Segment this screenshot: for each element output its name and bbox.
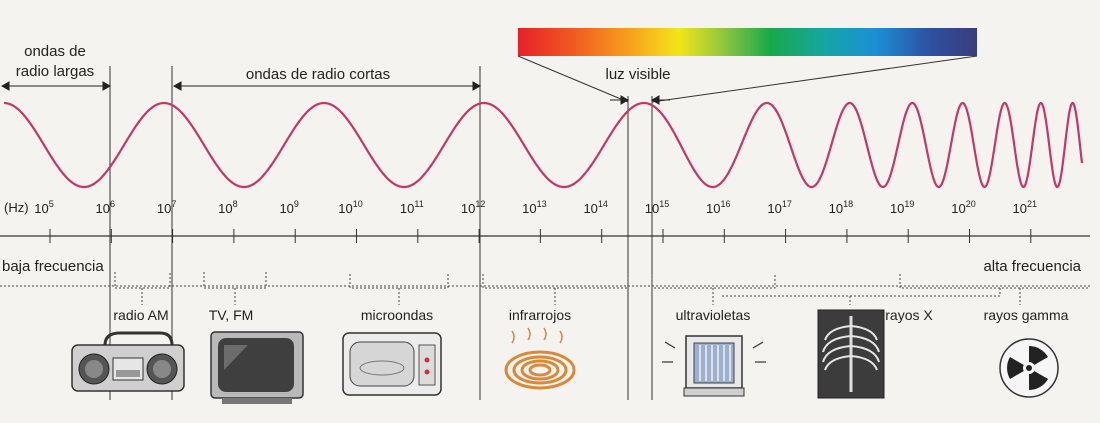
axis-tick-label: 1010 bbox=[338, 199, 362, 216]
region-separators bbox=[109, 66, 653, 400]
long-radio-label-line1: ondas de bbox=[24, 43, 86, 60]
axis-tick-label: 1021 bbox=[1013, 199, 1037, 216]
band-label-infrared: infrarrojos bbox=[509, 307, 571, 323]
axis-tick-label: 1017 bbox=[767, 199, 791, 216]
axis-tick-label: 1015 bbox=[645, 199, 669, 216]
low-frequency-label: baja frecuencia bbox=[2, 258, 104, 275]
radio-cassette-icon bbox=[71, 331, 185, 392]
axis-tick-label: 108 bbox=[218, 199, 237, 216]
band-label-xray: rayos X bbox=[885, 307, 933, 323]
axis-tick-label: 105 bbox=[34, 199, 53, 216]
visible-spectrum-bar bbox=[518, 28, 977, 56]
axis-tick-label: 109 bbox=[279, 199, 298, 216]
axis-tick-label: 1016 bbox=[706, 199, 730, 216]
axis-tick-label: 1013 bbox=[522, 199, 546, 216]
axis-tick-label: 1012 bbox=[461, 199, 485, 216]
uv-lamp-icon bbox=[662, 335, 766, 397]
heating-coil-icon bbox=[504, 327, 576, 390]
spectrum-zoom-line-left bbox=[517, 55, 629, 103]
microwave-oven-icon bbox=[342, 332, 442, 396]
band-label-radio-am: radio AM bbox=[113, 307, 168, 323]
xray-chest-icon bbox=[817, 309, 885, 399]
television-icon bbox=[210, 331, 304, 404]
band-label-tv-fm: TV, FM bbox=[209, 307, 254, 323]
short-radio-label: ondas de radio cortas bbox=[246, 66, 390, 83]
band-label-microwaves: microondas bbox=[361, 307, 433, 323]
electromagnetic-wave bbox=[4, 101, 1084, 189]
frequency-unit-label: (Hz) bbox=[4, 200, 29, 215]
long-radio-label-line2: radio largas bbox=[16, 63, 94, 80]
axis-tick-label: 1014 bbox=[583, 199, 607, 216]
axis-tick-label: 1019 bbox=[890, 199, 914, 216]
band-label-ultraviolet: ultravioletas bbox=[676, 307, 751, 323]
radiation-symbol-icon bbox=[999, 338, 1059, 398]
axis-tick-label: 106 bbox=[96, 199, 115, 216]
band-brackets bbox=[0, 272, 1090, 305]
spectrum-zoom-line-right bbox=[651, 55, 978, 103]
visible-light-label: luz visible bbox=[605, 66, 670, 83]
high-frequency-label: alta frecuencia bbox=[983, 258, 1081, 275]
axis-tick-label: 1018 bbox=[829, 199, 853, 216]
band-label-gamma: rayos gamma bbox=[984, 307, 1069, 323]
axis-tick-label: 107 bbox=[157, 199, 176, 216]
region-arrows bbox=[0, 81, 670, 105]
axis-tick-label: 1020 bbox=[951, 199, 975, 216]
axis-tick-label: 1011 bbox=[400, 199, 424, 216]
